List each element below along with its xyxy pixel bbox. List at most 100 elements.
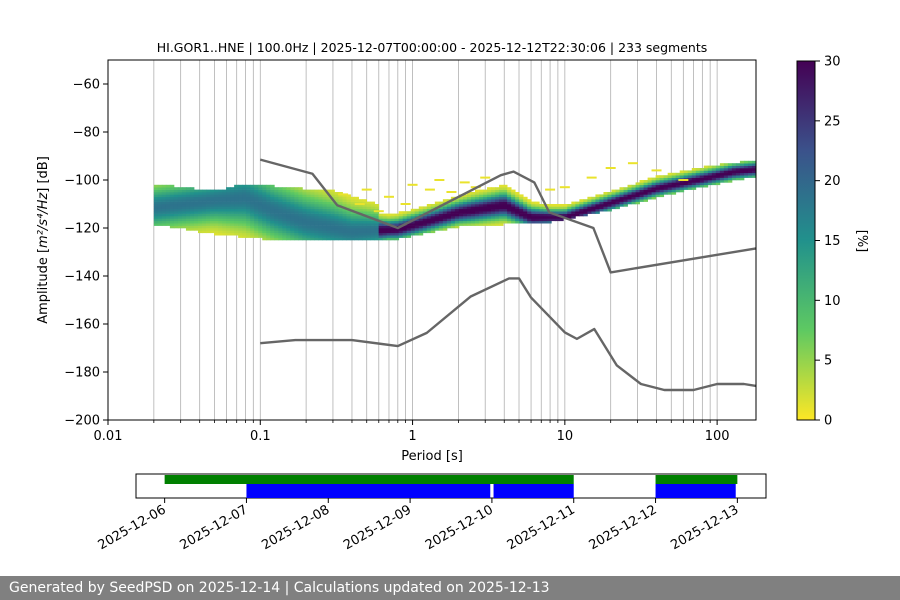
psd-cell — [354, 206, 359, 210]
psd-cell — [507, 211, 512, 214]
psd-cell — [358, 218, 363, 222]
psd-cell — [198, 196, 203, 200]
psd-cell — [302, 213, 307, 217]
psd-cell — [326, 220, 331, 224]
psd-cell — [282, 206, 287, 210]
psd-cell — [623, 196, 628, 200]
psd-cell — [202, 201, 207, 205]
psd-cell — [362, 237, 367, 241]
psd-cell — [274, 235, 279, 238]
psd-cell — [286, 218, 291, 222]
psd-cell — [198, 192, 203, 195]
psd-cell — [294, 196, 299, 200]
psd-cell — [270, 187, 275, 190]
psd-cell — [330, 213, 335, 217]
psd-cell — [302, 208, 307, 212]
psd-cell — [157, 208, 163, 212]
psd-cell — [250, 201, 255, 205]
psd-cell — [719, 168, 725, 171]
psd-cell — [222, 216, 227, 219]
psd-cell — [294, 211, 299, 214]
psd-cell — [434, 201, 440, 205]
psd-cell — [342, 211, 347, 214]
psd-cell — [234, 208, 239, 212]
psd-cell — [687, 184, 693, 188]
psd-cell — [679, 180, 685, 183]
psd-cell — [426, 225, 432, 229]
psd-cell — [210, 220, 215, 224]
psd-cell — [474, 208, 480, 212]
psd-cell — [727, 172, 733, 176]
psd-cell — [551, 211, 556, 214]
psd-cell — [214, 199, 219, 202]
psd-cell — [222, 211, 227, 214]
timeline-date-label: 2025-12-08 — [259, 502, 332, 553]
psd-cell — [394, 235, 400, 238]
psd-cell — [310, 192, 315, 195]
psd-cell — [362, 204, 367, 207]
psd-cell — [479, 189, 484, 193]
psd-cell — [683, 182, 689, 186]
psd-cell — [567, 213, 572, 217]
psd-cell — [462, 201, 468, 205]
psd-cell — [302, 218, 307, 222]
psd-cell — [278, 220, 283, 224]
psd-cell — [294, 223, 299, 226]
psd-cell — [274, 230, 279, 234]
psd-cell — [246, 208, 251, 212]
psd-cell — [334, 237, 339, 241]
psd-cell — [198, 216, 203, 219]
psd-cell — [310, 223, 315, 226]
psd-cell — [659, 182, 665, 186]
psd-cell — [262, 187, 267, 190]
psd-cell — [286, 208, 291, 212]
psd-cell — [591, 208, 596, 212]
psd-cell — [157, 218, 163, 222]
psd-cell — [350, 220, 355, 224]
psd-cell — [242, 204, 247, 207]
psd-cell — [430, 218, 436, 222]
psd-cell — [382, 223, 388, 226]
psd-cell — [394, 220, 400, 224]
psd-cell — [386, 220, 392, 224]
psd-cell — [310, 218, 315, 222]
psd-cell — [250, 208, 255, 212]
psd-cell — [515, 192, 520, 195]
psd-cell — [258, 232, 263, 236]
psd-cell — [234, 206, 239, 210]
psd-cell — [567, 206, 572, 210]
psd-cell — [342, 213, 347, 217]
psd-cell — [462, 218, 468, 222]
psd-cell — [418, 225, 424, 229]
psd-cell — [470, 201, 476, 205]
psd-cell — [161, 206, 167, 210]
psd-cell — [495, 187, 500, 190]
psd-cell — [422, 220, 428, 224]
psd-cell — [382, 235, 388, 238]
psd-cell — [499, 218, 504, 222]
plot-area — [108, 60, 756, 420]
psd-cell — [358, 223, 363, 226]
psd-cell — [326, 213, 331, 217]
psd-cell — [583, 199, 588, 202]
psd-cell — [507, 196, 512, 200]
psd-cell — [234, 218, 239, 222]
psd-cell — [330, 192, 335, 195]
psd-cell — [254, 220, 259, 224]
psd-cell — [539, 213, 544, 217]
psd-cell — [246, 223, 251, 226]
psd-cell — [607, 194, 612, 198]
psd-cell — [290, 232, 295, 236]
psd-cell — [438, 206, 444, 210]
psd-cell — [254, 199, 259, 202]
psd-cell — [181, 206, 187, 210]
psd-cell — [450, 216, 456, 219]
psd-cell — [723, 170, 729, 174]
psd-cell — [338, 201, 343, 205]
psd-cell — [374, 213, 380, 217]
psd-cell — [270, 194, 275, 198]
psd-cell — [262, 196, 267, 200]
psd-cell — [282, 194, 287, 198]
psd-cell — [519, 199, 524, 202]
psd-cell — [699, 177, 705, 181]
